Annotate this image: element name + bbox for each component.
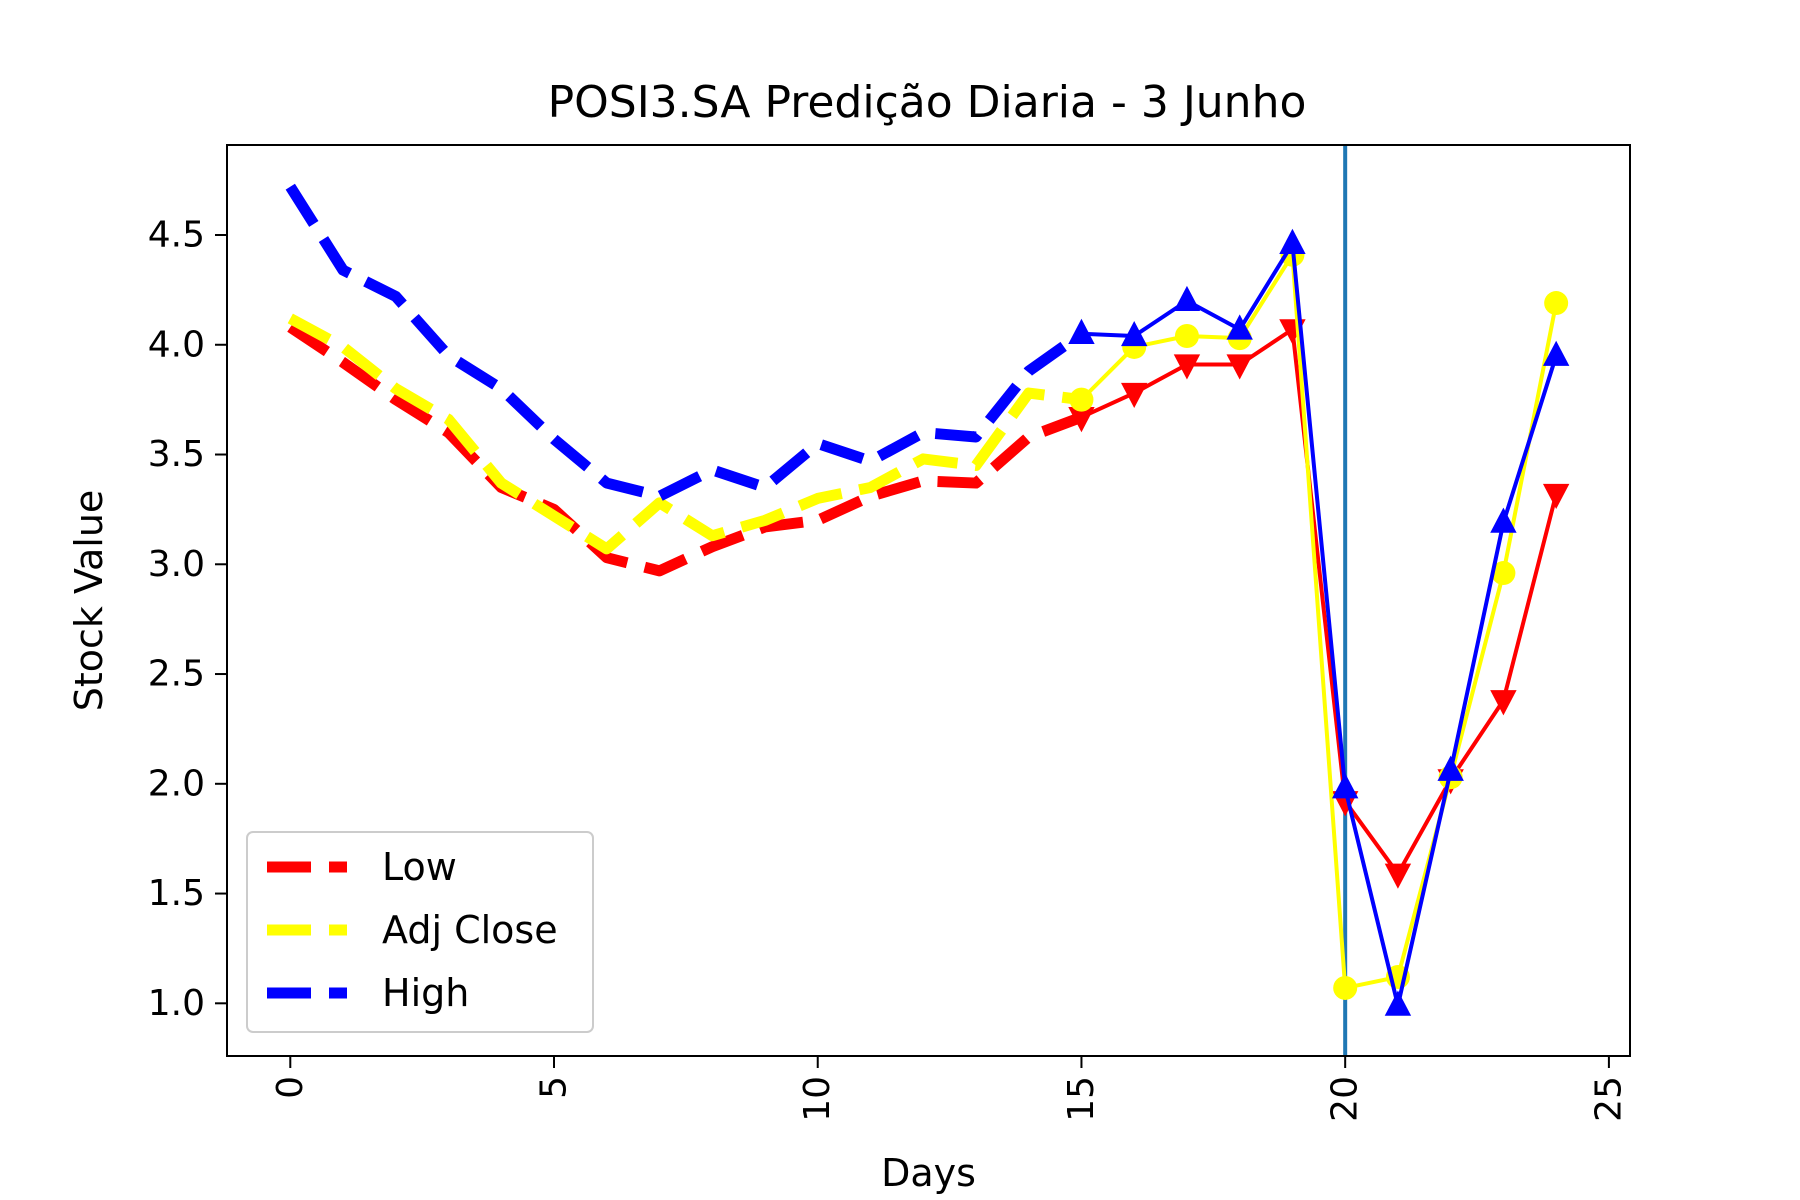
series-high-history-line [285,183,1085,502]
series-adj-close-point [1174,323,1199,348]
x-tick-label: 10 [797,1076,838,1122]
y-axis-ticks: 1.0 1.5 2.0 2.5 3.0 3.5 4.0 4.5 [148,215,227,1024]
series-high-point [1437,755,1464,781]
x-tick-label: 15 [1061,1076,1102,1122]
series-high-point [1173,285,1201,312]
y-tick-label: 4.0 [148,324,205,365]
series-group [285,183,1570,1016]
series-low-point [1226,354,1253,380]
plot-frame [226,144,1631,1057]
x-tick-label: 0 [270,1076,311,1099]
chart-title: POSI3.SA Predição Diaria - 3 Junho [548,77,1307,128]
y-tick-label: 3.5 [148,434,205,475]
series-high-point [1384,990,1412,1016]
legend-label-adj-close: Adj Close [382,908,558,952]
series-high-prediction-line [1081,241,1559,1008]
series-high-point [1226,314,1253,340]
x-axis-ticks: 0 5 10 15 20 25 [270,1056,1629,1122]
series-high-point [1279,228,1306,254]
x-tick-label: 5 [534,1076,575,1099]
series-low-point [1121,382,1148,409]
series-high-point [1490,507,1517,533]
series-low-point [1384,863,1412,889]
series-low-point [1068,407,1095,433]
y-tick-label: 2.0 [148,763,205,804]
series-adj-close-history-line [287,313,1083,555]
series-low-history-line [287,322,1084,577]
legend-box [246,831,594,1033]
legend-label-high: High [382,971,469,1015]
series-high-point [1121,320,1148,347]
y-tick-label: 1.5 [148,873,205,914]
series-adj-close-point [1544,291,1569,316]
series-adj-close-point [1333,975,1358,1000]
series-low-point [1490,690,1517,716]
series-low-point [1542,483,1570,510]
legend-label-low: Low [382,845,457,889]
series-low-prediction-line [1080,327,1559,876]
y-tick-label: 4.5 [148,215,205,256]
x-tick-label: 20 [1325,1076,1366,1122]
series-adj-close-point [1069,387,1094,412]
y-tick-label: 2.5 [148,654,205,695]
series-high-point [1068,318,1095,344]
series-high-point [1331,773,1359,799]
series-adj-close-point [1491,561,1516,586]
legend: Low Adj Close High [246,831,594,1033]
y-axis-label: Stock Value [67,490,111,712]
x-tick-label: 25 [1588,1076,1629,1122]
series-adj-close-prediction-line [1080,252,1559,990]
y-tick-label: 3.0 [148,544,205,585]
series-high-point [1542,340,1570,366]
x-axis-label: Days [881,1151,976,1195]
y-tick-label: 1.0 [148,983,205,1024]
series-low-point [1173,354,1201,380]
series-high [285,183,1570,1016]
